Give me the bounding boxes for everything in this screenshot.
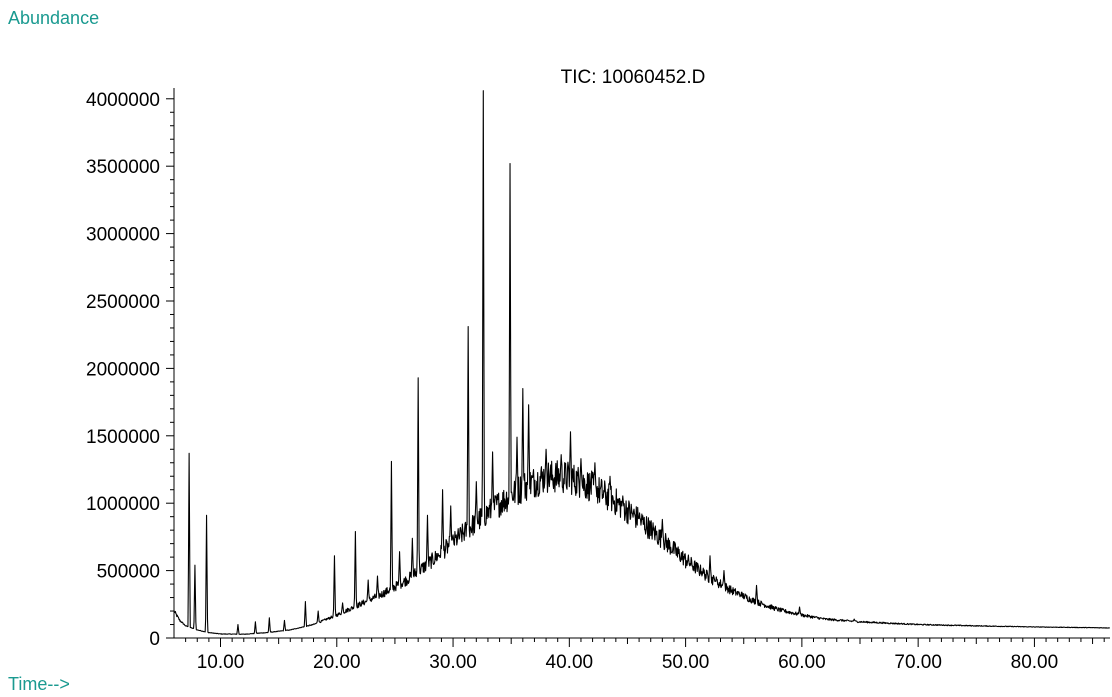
y-axis-ticks: 0 500000 1000000 1500000 2000000 2500000 30000… — [86, 90, 174, 650]
y-tick-label: 1000000 — [86, 494, 160, 515]
x-tick-label: 50.00 — [662, 652, 710, 673]
y-tick-label: 3500000 — [86, 157, 160, 178]
x-axis-ticks: 10.00 20.00 30.00 40.00 50.00 60.00 70.00 80.00 — [185, 638, 1105, 673]
x-tick-label: 10.00 — [197, 652, 245, 673]
y-tick-label: 2500000 — [86, 292, 160, 313]
x-tick-label: 30.00 — [429, 652, 477, 673]
y-tick-label: 500000 — [97, 562, 160, 583]
x-tick-label: 20.00 — [313, 652, 361, 673]
axes — [173, 88, 1110, 639]
x-tick-label: 60.00 — [778, 652, 826, 673]
y-tick-label: 2000000 — [86, 359, 160, 380]
y-tick-label: 1500000 — [86, 427, 160, 448]
tic-trace — [173, 90, 1110, 635]
x-tick-label: 40.00 — [546, 652, 594, 673]
chart-title: TIC: 10060452.D — [561, 67, 706, 88]
y-tick-label: 0 — [149, 629, 160, 650]
y-tick-label: 3000000 — [86, 225, 160, 246]
x-axis-label: Time--> — [8, 674, 70, 694]
y-axis-label: Abundance — [8, 8, 100, 28]
y-tick-label: 4000000 — [86, 90, 160, 111]
x-tick-label: 70.00 — [894, 652, 942, 673]
x-tick-label: 80.00 — [1011, 652, 1059, 673]
